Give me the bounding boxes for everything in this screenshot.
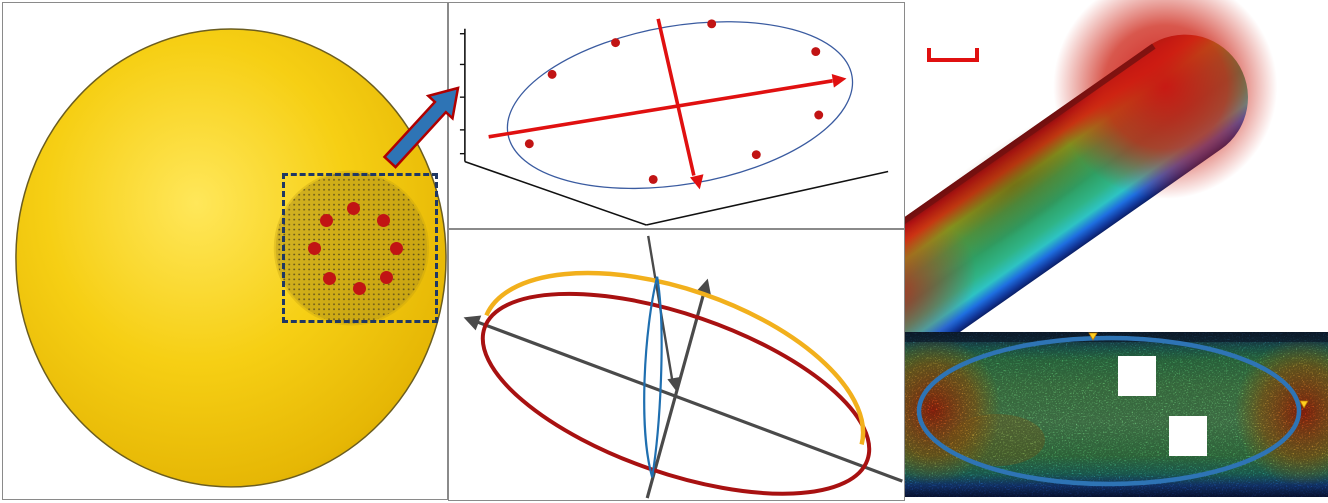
scan-3d-graphic	[905, 0, 1278, 332]
x-axis-gray-arrowhead	[463, 315, 482, 331]
scale-bar-bracket	[927, 48, 979, 62]
contact-schematic-graphic	[463, 235, 903, 499]
scan-surface-band	[905, 0, 1278, 332]
scan-2d-graphic	[905, 332, 1328, 497]
point-p6-marker	[323, 272, 336, 285]
marker-top-icon	[1088, 332, 1098, 341]
panel-a	[2, 2, 448, 500]
point-p7-marker	[308, 242, 321, 255]
x-axis-arrowhead	[831, 73, 847, 88]
point-p1-marker	[347, 202, 360, 215]
scar-b-label	[1169, 416, 1207, 456]
point-p8-marker	[320, 214, 333, 227]
scar-a-label	[1118, 356, 1156, 396]
y-floor-axis	[464, 160, 647, 226]
point-p3-marker	[390, 242, 403, 255]
marker-right-icon	[1299, 400, 1309, 409]
y-axis-red	[656, 18, 696, 176]
ellipse-points	[524, 19, 824, 184]
refined-mesh-dots	[275, 172, 428, 324]
panel-scan-2d	[905, 332, 1328, 497]
panel-b	[448, 2, 905, 229]
contact-ellipse	[480, 291, 872, 496]
ellipse-plot-graphic	[459, 18, 889, 226]
wear-scar-ellipse	[916, 335, 1302, 487]
y-axis-gray	[645, 289, 707, 499]
meshed-sphere-graphic	[15, 28, 447, 488]
roi-dashed-box	[282, 173, 438, 323]
deflection-arrowhead	[667, 377, 681, 391]
pressure-lens	[643, 276, 663, 478]
x-axis-red	[488, 79, 833, 139]
undeformed-surface-arc	[484, 270, 866, 445]
x-axis-gray	[474, 319, 903, 483]
point-p4-marker	[380, 271, 393, 284]
point-p2-marker	[377, 214, 390, 227]
y-axis-arrowhead	[689, 174, 704, 190]
panel-scan-3d	[905, 0, 1328, 332]
heatmap-noise	[905, 332, 1328, 497]
point-p5-marker	[353, 282, 366, 295]
panel-c	[448, 229, 905, 501]
sphere-body	[15, 28, 447, 488]
z-axis-ticks	[459, 33, 465, 155]
x-floor-axis	[646, 170, 889, 226]
